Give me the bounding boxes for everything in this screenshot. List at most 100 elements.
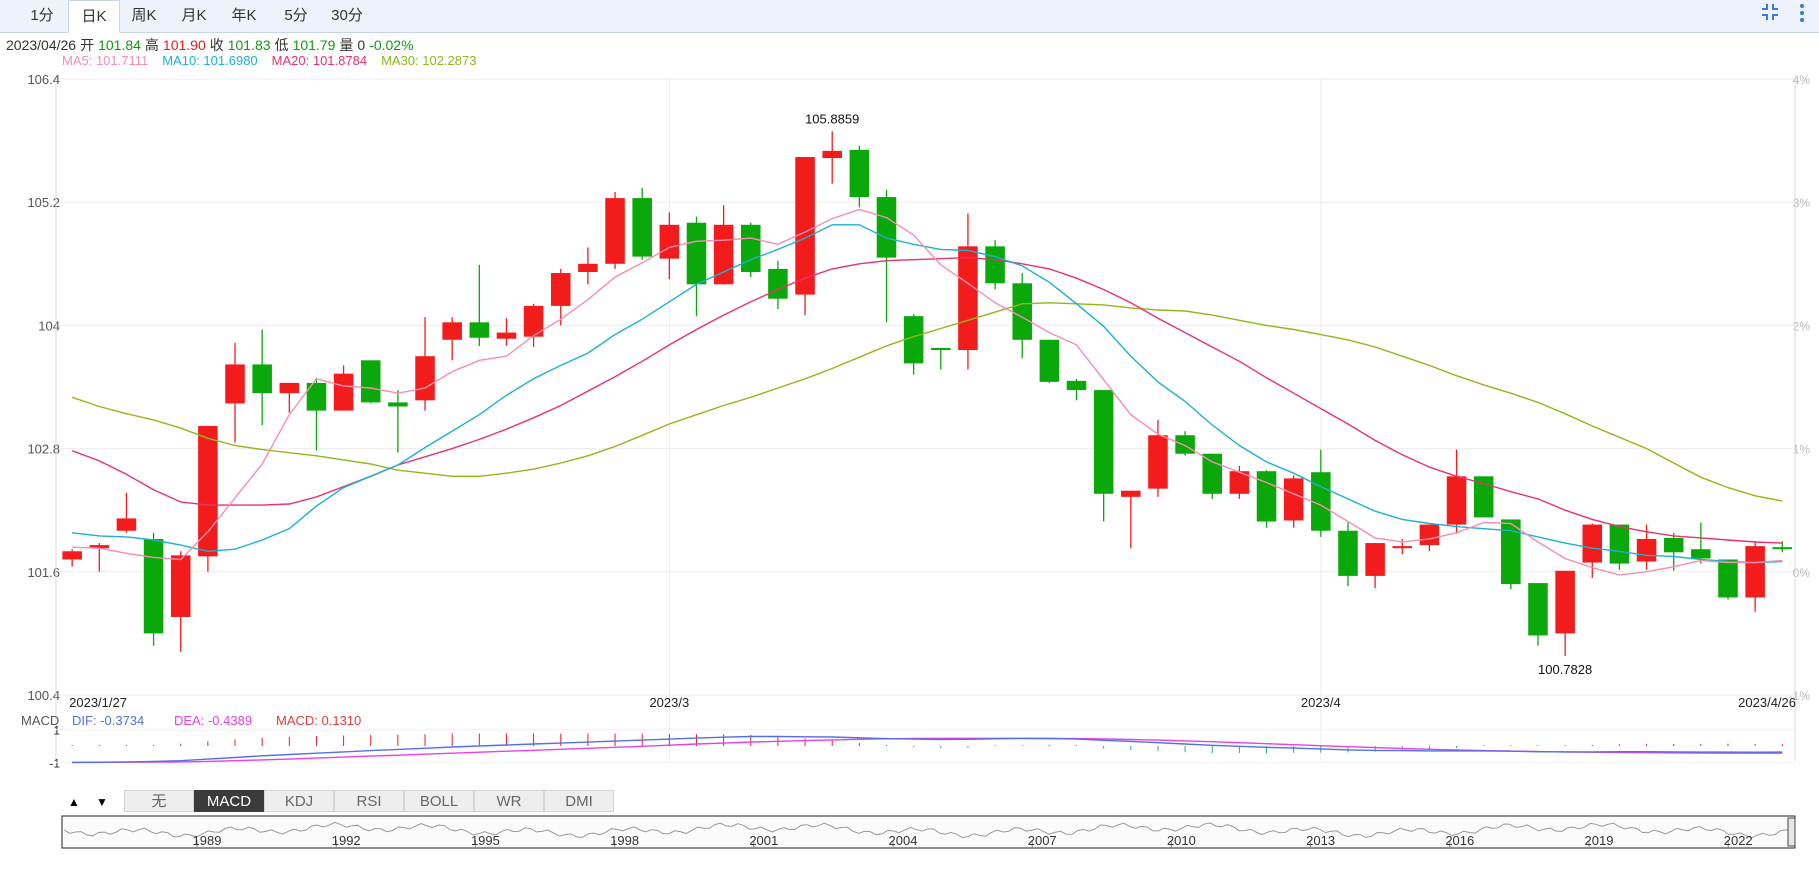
- ma5-line: [72, 208, 1783, 576]
- tab-5min[interactable]: 5分: [284, 7, 308, 24]
- candle-body: [143, 538, 164, 634]
- indicator-tab-wr[interactable]: WR: [474, 790, 544, 812]
- pct-tick-label: 3%: [1793, 196, 1811, 210]
- compress-icon[interactable]: [1757, 2, 1783, 28]
- candle-body: [306, 382, 327, 411]
- indicator-tab-dmi[interactable]: DMI: [544, 790, 614, 812]
- candle-body: [1256, 471, 1277, 522]
- expand-down-icon[interactable]: ▼: [96, 795, 108, 809]
- candle-body: [1392, 546, 1413, 549]
- indicator-tab-boll[interactable]: BOLL: [404, 790, 474, 812]
- tab-weekly-k[interactable]: 周K: [131, 7, 157, 24]
- more-vertical-icon[interactable]: [1789, 2, 1815, 28]
- candle-body: [686, 222, 707, 285]
- tab-30min[interactable]: 30分: [331, 7, 363, 24]
- navigator-handle[interactable]: [1787, 817, 1796, 847]
- candle-body: [849, 149, 870, 198]
- candle-body: [415, 356, 435, 401]
- x-axis-label: 2023/1/27: [69, 695, 127, 710]
- candle-body: [1175, 435, 1195, 454]
- macd-tick-label: -1: [49, 756, 60, 770]
- candle-body: [225, 364, 245, 404]
- y-tick-label: 100.4: [27, 688, 60, 703]
- candle-body: [1745, 546, 1765, 598]
- candle-body: [1311, 472, 1331, 531]
- candle-body: [659, 224, 680, 259]
- candle-body: [768, 268, 788, 299]
- candle-body: [89, 545, 110, 549]
- range-navigator: [61, 815, 1796, 849]
- tab-daily-k[interactable]: 日K: [68, 0, 120, 33]
- info-open-value: 101.84: [98, 37, 141, 53]
- x-axis-label: 2023/4/26: [1738, 695, 1796, 710]
- info-low-value: 101.79: [293, 37, 336, 53]
- x-axis-label: 2023/3: [649, 695, 689, 710]
- info-change: -0.02%: [369, 37, 413, 53]
- candle-body: [1636, 538, 1657, 562]
- navigator-year-label: 2010: [1167, 833, 1196, 848]
- candle-body: [1338, 530, 1358, 576]
- candle-body: [1012, 283, 1032, 340]
- legend-ma30: MA30: 102.2873: [381, 53, 476, 68]
- info-vol-value: 0: [357, 37, 365, 53]
- candle-body: [523, 305, 544, 337]
- y-tick-label: 105.2: [27, 195, 60, 210]
- y-tick-label: 104: [38, 318, 60, 333]
- max-price-label: 105.8859: [805, 111, 859, 126]
- tab-1min[interactable]: 1分: [30, 7, 54, 24]
- pct-tick-label: 1%: [1793, 443, 1811, 457]
- candle-body: [1501, 519, 1521, 585]
- candle-body: [605, 198, 625, 264]
- min-price-label: 100.7828: [1538, 662, 1592, 677]
- indicator-tab-rsi[interactable]: RSI: [334, 790, 404, 812]
- tab-monthly-k[interactable]: 月K: [181, 7, 207, 24]
- navigator-year-label: 2001: [749, 833, 778, 848]
- navigator-year-label: 2007: [1028, 833, 1057, 848]
- period-tab-bar: 1分 日K 周K 月K 年K 5分 30分: [0, 0, 1819, 33]
- candle-body: [1718, 559, 1738, 598]
- dea-line: [72, 737, 1783, 764]
- candle-body: [1663, 537, 1684, 553]
- navigator-year-label: 1995: [471, 833, 500, 848]
- kline-chart[interactable]: 2023/04/26 开 101.84 高 101.90 收 101.83 低 101.79 量 0…: [0, 33, 1819, 888]
- candle-body: [62, 551, 82, 560]
- navigator-year-label: 1998: [610, 833, 639, 848]
- macd-title: MACD: [21, 713, 59, 728]
- candle-body: [1039, 339, 1060, 382]
- tab-yearly-k[interactable]: 年K: [231, 7, 257, 24]
- candle-body: [279, 382, 300, 394]
- navigator-year-label: 2016: [1445, 833, 1474, 848]
- candle-body: [985, 246, 1005, 284]
- candle-body: [360, 360, 381, 403]
- candle-body: [1419, 524, 1440, 546]
- pct-tick-label: 0%: [1793, 566, 1811, 580]
- candle-body: [1609, 524, 1630, 564]
- macd-value-label: MACD: 0.1310: [276, 713, 361, 728]
- indicator-tab-macd[interactable]: MACD: [194, 790, 264, 812]
- info-close-value: 101.83: [228, 37, 271, 53]
- candle-body: [333, 373, 354, 411]
- indicator-tab-none[interactable]: 无: [124, 790, 194, 812]
- info-open-label: 开: [80, 37, 94, 53]
- candle-body: [578, 263, 598, 273]
- candle-body: [1446, 476, 1467, 525]
- candle-body: [1555, 570, 1575, 634]
- collapse-up-icon[interactable]: ▲: [68, 795, 80, 809]
- candle-body: [1093, 390, 1114, 494]
- candle-body: [1772, 547, 1793, 550]
- candle-body: [198, 426, 218, 557]
- indicator-tab-kdj[interactable]: KDJ: [264, 790, 334, 812]
- pct-tick-label: -1%: [1789, 689, 1811, 703]
- candle-body: [1229, 471, 1250, 494]
- candle-body: [1283, 478, 1304, 521]
- candle-body: [795, 157, 815, 295]
- candle-body: [388, 402, 408, 407]
- navigator-year-label: 2022: [1724, 833, 1753, 848]
- y-tick-label: 106.4: [27, 72, 60, 87]
- candle-body: [496, 332, 517, 339]
- candle-body: [469, 322, 490, 338]
- ma10-line: [72, 224, 1783, 564]
- info-vol-label: 量: [339, 37, 353, 53]
- candle-body: [1528, 583, 1548, 636]
- candle-body: [116, 518, 137, 531]
